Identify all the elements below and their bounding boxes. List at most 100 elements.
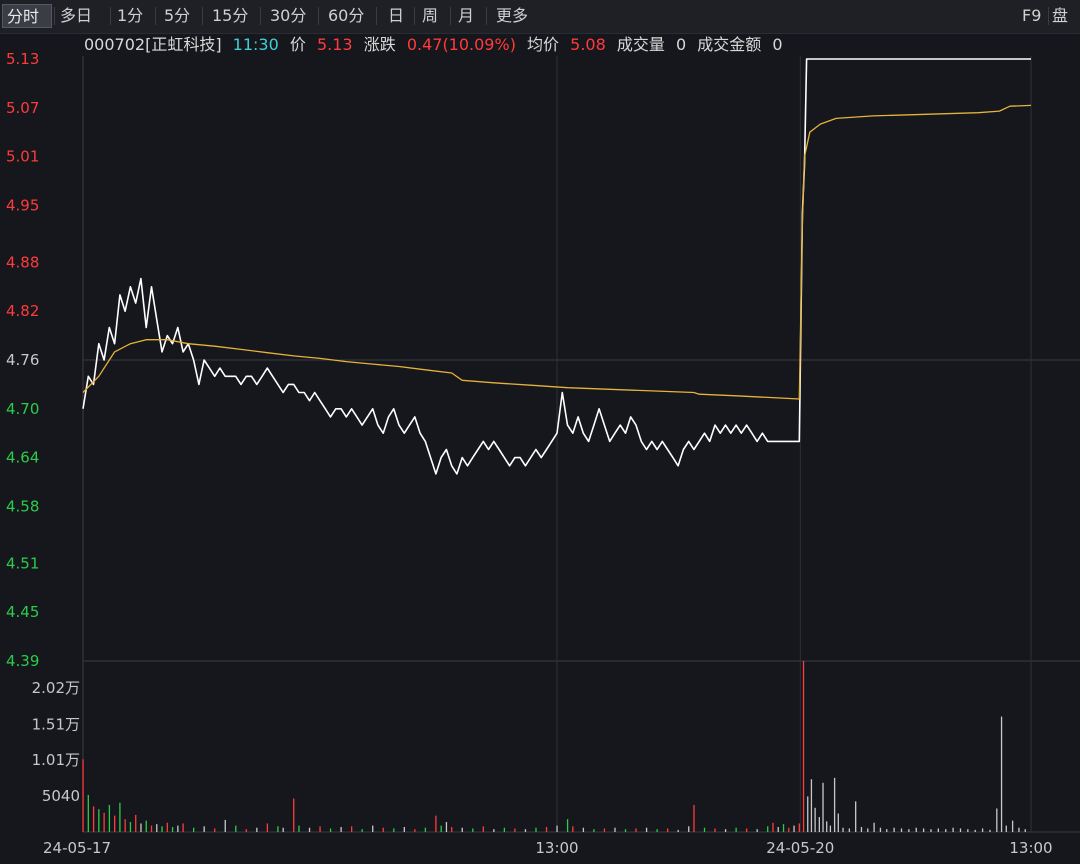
volume-bar xyxy=(92,806,95,832)
volume-bar xyxy=(833,777,836,832)
volume-bar xyxy=(893,827,895,832)
volume-bar xyxy=(667,828,669,832)
price-label: 价 xyxy=(289,35,306,54)
volume-bar xyxy=(545,827,548,832)
volume-bar xyxy=(282,827,284,832)
tab-period-4[interactable]: 15分 xyxy=(212,6,249,25)
volume-bar xyxy=(624,829,627,832)
volume-bar xyxy=(124,819,126,832)
volume-bar xyxy=(482,826,484,832)
volume-bar xyxy=(445,822,448,832)
tab-period-6[interactable]: 60分 xyxy=(328,6,365,25)
volume-bar xyxy=(351,826,353,832)
volume-bar xyxy=(793,825,795,832)
price-tick-label: 4.76 xyxy=(6,351,39,369)
amount-value: 0 xyxy=(772,35,783,54)
volume-bar xyxy=(340,827,342,832)
volume-bar xyxy=(614,827,616,832)
tab-period-8[interactable]: 周 xyxy=(422,6,439,25)
volume-bar xyxy=(140,823,142,832)
volume-bar xyxy=(277,826,279,832)
tab-period-0[interactable]: 分时 xyxy=(2,4,52,28)
x-tick-label: 13:00 xyxy=(1009,839,1052,857)
volume-bar xyxy=(166,822,168,832)
volume-bar xyxy=(735,827,737,832)
volume-bar xyxy=(298,825,300,832)
volume-bar xyxy=(746,828,748,832)
volume-bar xyxy=(582,827,585,832)
volume-bar xyxy=(677,829,679,832)
tab-period-7[interactable]: 日 xyxy=(388,6,405,25)
volume-value: 0 xyxy=(675,35,687,54)
tab-period-5[interactable]: 30分 xyxy=(270,6,307,25)
price-tick-label: 5.13 xyxy=(6,50,39,68)
volume-bar xyxy=(915,827,917,832)
volume-bar xyxy=(981,828,984,832)
avg-price-label: 均价 xyxy=(527,35,560,54)
toolbar-divider xyxy=(1048,7,1049,25)
x-tick-label: 24-05-17 xyxy=(43,839,111,857)
tab-divider xyxy=(202,7,203,25)
price-tick-label: 4.88 xyxy=(6,253,39,271)
volume-bar xyxy=(645,827,648,832)
f9-button[interactable]: F9 xyxy=(1022,6,1042,25)
volume-bar xyxy=(867,828,869,832)
premarket-button[interactable]: 盘前 xyxy=(1052,6,1069,25)
volume-bar xyxy=(156,824,158,832)
volume-bar xyxy=(788,827,790,832)
volume-bar xyxy=(329,828,332,832)
volume-bar xyxy=(461,827,463,832)
volume-bar xyxy=(193,827,195,832)
volume-bar xyxy=(886,829,888,832)
change-value: 0.47(10.09%) xyxy=(406,35,516,54)
volume-bar xyxy=(424,827,427,832)
tab-period-2[interactable]: 1分 xyxy=(117,6,144,25)
tab-period-3[interactable]: 5分 xyxy=(164,6,191,25)
volume-bar xyxy=(688,826,690,832)
volume-bar xyxy=(203,826,205,832)
volume-bar xyxy=(822,782,824,832)
volume-bar xyxy=(493,829,495,832)
tab-period-9[interactable]: 月 xyxy=(458,6,475,25)
volume-bar xyxy=(235,825,237,832)
volume-bar xyxy=(361,829,363,832)
volume-bar xyxy=(922,828,925,832)
volume-bar xyxy=(714,828,716,832)
volume-bar xyxy=(119,802,121,832)
volume-bar xyxy=(767,826,769,832)
volume-bar xyxy=(372,825,374,832)
tab-period-10[interactable]: 更多 xyxy=(496,6,529,25)
tab-period-1[interactable]: 多日 xyxy=(60,6,93,25)
volume-bar xyxy=(503,827,506,832)
volume-bar xyxy=(556,825,558,832)
volume-bar xyxy=(308,827,311,832)
volume-bar xyxy=(855,801,857,832)
volume-bar xyxy=(266,823,269,832)
tab-divider xyxy=(54,7,55,25)
volume-bar xyxy=(908,829,910,832)
volume-bar xyxy=(860,827,863,832)
volume-bar xyxy=(635,828,637,832)
avg-price-line xyxy=(82,104,1032,400)
quote-time: 11:30 xyxy=(232,35,279,54)
volume-bar xyxy=(989,829,991,832)
volume-bar xyxy=(472,828,474,832)
volume-bar xyxy=(293,798,295,832)
volume-bar xyxy=(945,829,947,832)
volume-bar xyxy=(837,813,839,832)
volume-bar xyxy=(829,825,832,832)
avg-price-value: 5.08 xyxy=(570,35,606,54)
volume-bar xyxy=(777,827,779,832)
tab-divider xyxy=(376,7,377,25)
volume-bar xyxy=(873,822,875,832)
volume-bar xyxy=(514,828,516,832)
quote-info-bar: 000702[正虹科技] 11:30 价 5.13 涨跌 0.47(10.09%… xyxy=(84,34,789,56)
change-label: 涨跌 xyxy=(363,35,396,54)
volume-bar xyxy=(842,827,844,832)
volume-bar xyxy=(572,826,574,832)
volume-bar xyxy=(382,827,384,832)
price-tick-label: 4.45 xyxy=(6,603,39,621)
price-tick-label: 5.01 xyxy=(6,148,39,166)
volume-bar xyxy=(182,823,184,832)
